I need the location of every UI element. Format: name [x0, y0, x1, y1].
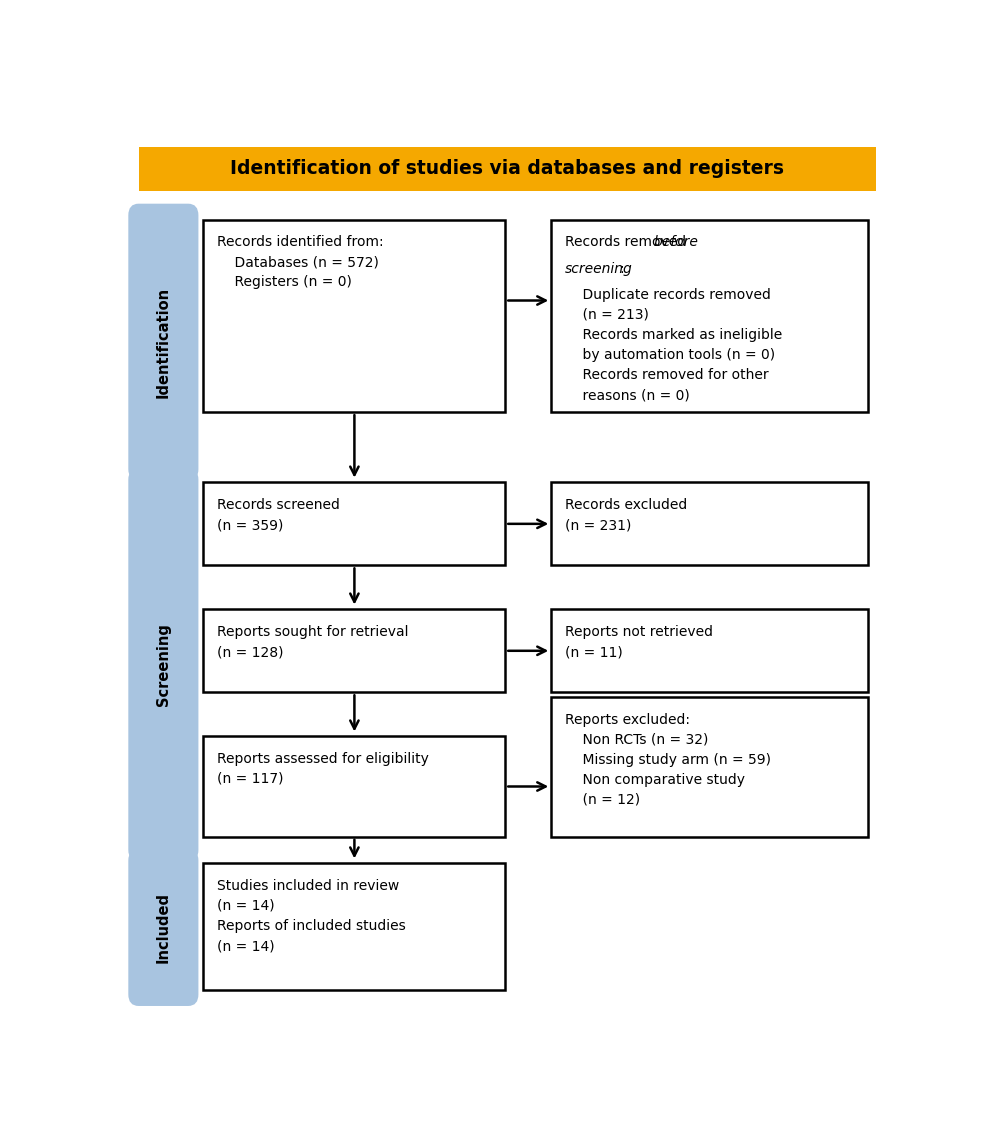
- Text: Duplicate records removed
    (n = 213)
    Records marked as ineligible
    by : Duplicate records removed (n = 213) Reco…: [565, 288, 782, 402]
- Text: Records excluded
(n = 231): Records excluded (n = 231): [565, 498, 687, 532]
- FancyBboxPatch shape: [129, 470, 197, 861]
- Text: Reports sought for retrieval
(n = 128): Reports sought for retrieval (n = 128): [217, 625, 409, 659]
- Text: screening: screening: [565, 262, 633, 275]
- Text: :: :: [619, 262, 624, 275]
- Text: Studies included in review
(n = 14)
Reports of included studies
(n = 14): Studies included in review (n = 14) Repo…: [217, 879, 406, 953]
- Text: Records screened
(n = 359): Records screened (n = 359): [217, 498, 340, 532]
- Text: Reports excluded:
    Non RCTs (n = 32)
    Missing study arm (n = 59)
    Non c: Reports excluded: Non RCTs (n = 32) Miss…: [565, 713, 771, 807]
- FancyBboxPatch shape: [203, 219, 505, 413]
- Text: Records identified from:
    Databases (n = 572)
    Registers (n = 0): Records identified from: Databases (n = …: [217, 235, 384, 290]
- FancyBboxPatch shape: [129, 850, 197, 1005]
- FancyBboxPatch shape: [129, 205, 197, 480]
- FancyBboxPatch shape: [203, 736, 505, 837]
- Text: Reports assessed for eligibility
(n = 117): Reports assessed for eligibility (n = 11…: [217, 752, 429, 786]
- Text: Reports not retrieved
(n = 11): Reports not retrieved (n = 11): [565, 625, 713, 659]
- FancyBboxPatch shape: [203, 482, 505, 565]
- Text: before: before: [654, 235, 699, 249]
- Text: Included: Included: [156, 891, 171, 963]
- FancyBboxPatch shape: [551, 697, 869, 837]
- Text: Screening: Screening: [156, 623, 171, 706]
- Text: Records removed: Records removed: [565, 235, 690, 249]
- Text: Identification: Identification: [156, 287, 171, 398]
- FancyBboxPatch shape: [203, 863, 505, 990]
- FancyBboxPatch shape: [203, 609, 505, 692]
- FancyBboxPatch shape: [551, 609, 869, 692]
- Text: Identification of studies via databases and registers: Identification of studies via databases …: [230, 159, 784, 179]
- FancyBboxPatch shape: [551, 482, 869, 565]
- FancyBboxPatch shape: [138, 147, 876, 191]
- FancyBboxPatch shape: [551, 219, 869, 413]
